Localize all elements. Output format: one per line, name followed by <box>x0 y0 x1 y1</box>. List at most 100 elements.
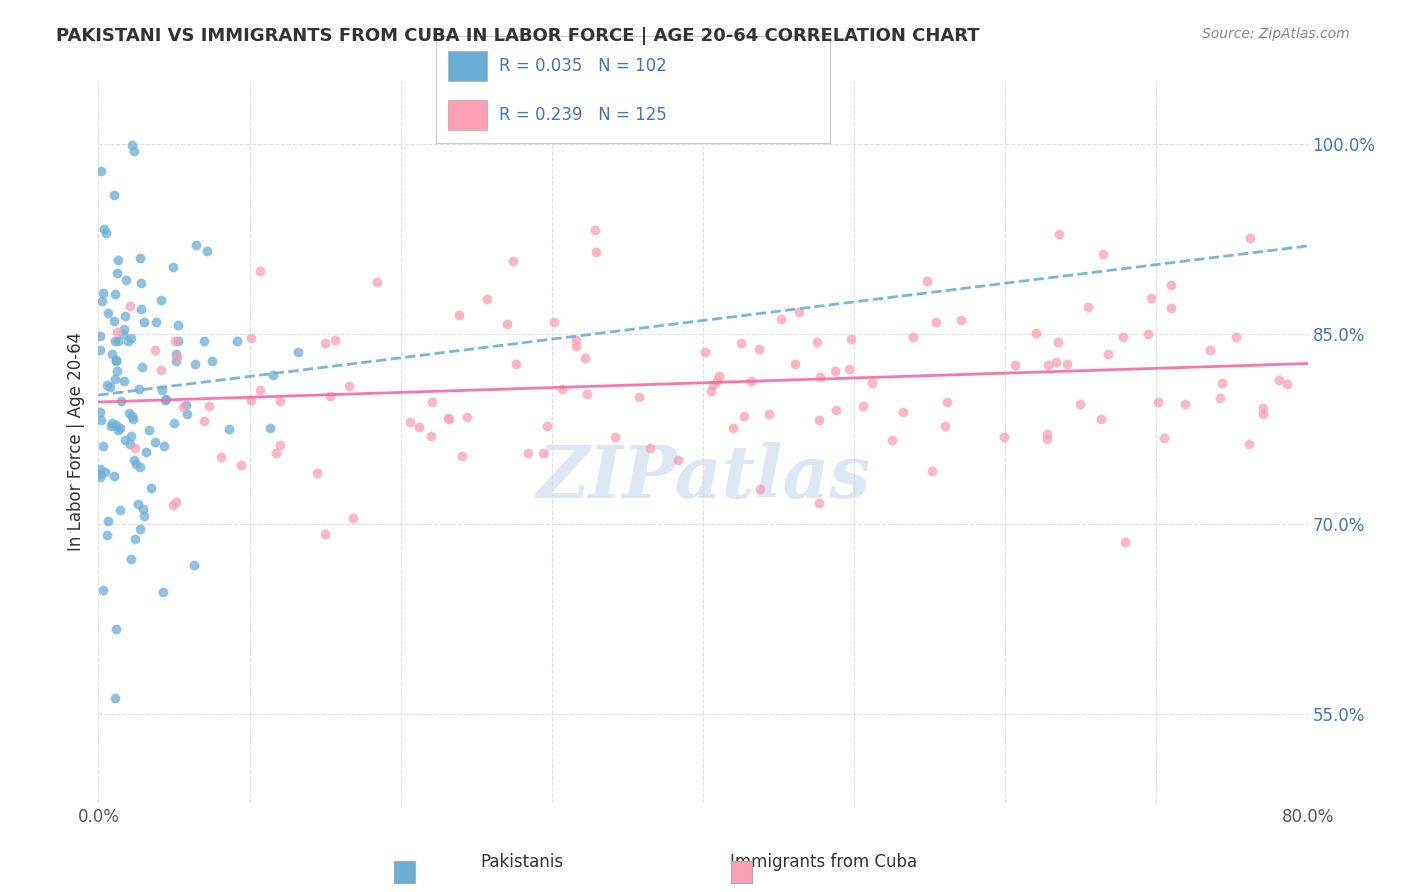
Point <box>89 343 111 358</box>
Point <box>700 384 723 399</box>
Point <box>706 374 728 388</box>
Point <box>758 408 780 422</box>
Point <box>1153 431 1175 445</box>
Point <box>198 399 221 413</box>
Point <box>128 252 150 266</box>
Point <box>838 362 860 376</box>
Point <box>100 347 122 361</box>
Point <box>104 334 127 348</box>
Point <box>921 464 943 478</box>
Point <box>128 382 150 396</box>
Point <box>808 370 831 384</box>
Point <box>184 237 207 252</box>
Point <box>165 353 187 368</box>
Point <box>105 418 128 433</box>
Point <box>269 394 291 409</box>
Point <box>121 409 143 424</box>
Point <box>145 315 167 329</box>
Point <box>104 622 127 636</box>
Point <box>456 409 478 424</box>
Point <box>783 358 806 372</box>
Point <box>451 450 474 464</box>
Point <box>1047 227 1070 241</box>
Point <box>91 439 114 453</box>
Point <box>107 334 129 348</box>
Point <box>195 244 218 258</box>
Point <box>104 691 127 706</box>
Point <box>104 287 127 301</box>
Point <box>517 446 540 460</box>
Text: R = 0.035   N = 102: R = 0.035 N = 102 <box>499 57 666 75</box>
Point <box>104 354 127 368</box>
Point <box>90 164 112 178</box>
Point <box>1090 411 1112 425</box>
Text: Source: ZipAtlas.com: Source: ZipAtlas.com <box>1202 27 1350 41</box>
Point <box>666 453 689 467</box>
Point <box>114 310 136 324</box>
Text: R = 0.239   N = 125: R = 0.239 N = 125 <box>499 106 666 124</box>
Point <box>138 423 160 437</box>
Point <box>502 254 524 268</box>
Point <box>121 138 143 153</box>
Point <box>1004 359 1026 373</box>
Point <box>226 334 249 349</box>
Point <box>139 481 162 495</box>
Text: ZIPatlas: ZIPatlas <box>536 442 870 513</box>
Point <box>155 392 177 406</box>
Point <box>420 428 443 442</box>
Point <box>734 409 756 424</box>
Point <box>740 374 762 388</box>
Point <box>259 421 281 435</box>
Point <box>1160 301 1182 316</box>
Text: PAKISTANI VS IMMIGRANTS FROM CUBA IN LABOR FORCE | AGE 20-64 CORRELATION CHART: PAKISTANI VS IMMIGRANTS FROM CUBA IN LAB… <box>56 27 980 45</box>
Point <box>110 502 132 516</box>
Point <box>1036 432 1059 446</box>
Point <box>925 315 948 329</box>
Point <box>420 394 443 409</box>
Point <box>125 457 148 471</box>
Point <box>107 423 129 437</box>
Point <box>342 511 364 525</box>
FancyBboxPatch shape <box>447 51 486 80</box>
Point <box>89 470 111 484</box>
Point <box>135 445 157 459</box>
Point <box>1239 230 1261 244</box>
Point <box>193 414 215 428</box>
Point <box>166 350 188 364</box>
Point <box>150 293 173 308</box>
Point <box>162 499 184 513</box>
Point <box>1038 358 1060 372</box>
Point <box>231 458 253 472</box>
Point <box>145 343 167 357</box>
Point <box>193 334 215 348</box>
Point <box>915 274 938 288</box>
Point <box>495 317 517 331</box>
Point <box>475 292 498 306</box>
Point <box>408 420 430 434</box>
Point <box>1237 436 1260 450</box>
Point <box>1077 300 1099 314</box>
Point <box>163 416 186 430</box>
Point <box>105 266 128 280</box>
Point <box>936 395 959 409</box>
Point <box>124 532 146 546</box>
Point <box>183 558 205 573</box>
Point <box>167 318 190 332</box>
Point <box>366 275 388 289</box>
Point <box>98 380 121 394</box>
Point <box>94 226 117 240</box>
Point <box>89 462 111 476</box>
Point <box>787 304 810 318</box>
Point <box>117 334 139 349</box>
Point <box>1160 277 1182 292</box>
Point <box>575 387 598 401</box>
Point <box>1045 355 1067 369</box>
Point <box>129 276 152 290</box>
Point <box>903 330 925 344</box>
Point <box>1036 426 1059 441</box>
Point <box>1140 291 1163 305</box>
Point <box>128 460 150 475</box>
Point <box>748 342 770 356</box>
Point <box>1114 535 1136 549</box>
Point <box>531 445 554 459</box>
